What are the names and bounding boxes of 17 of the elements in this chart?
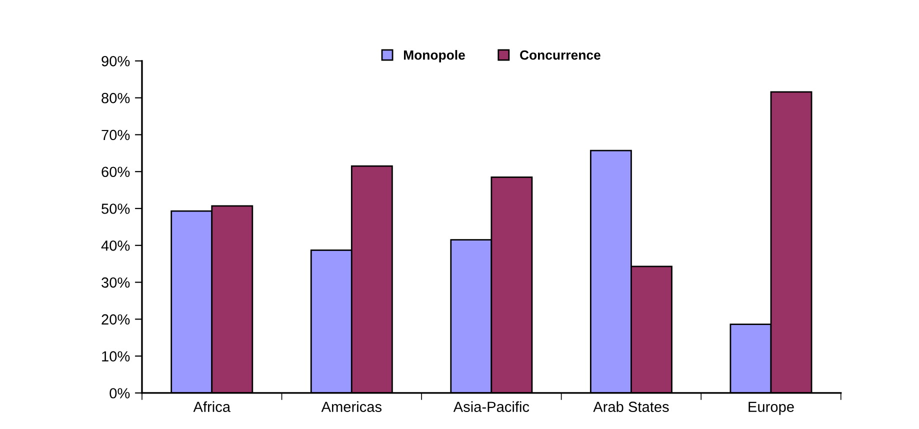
legend-label: Concurrence xyxy=(520,50,600,60)
x-tick-label: Arab States xyxy=(593,401,669,412)
y-tick-label: 60% xyxy=(102,166,130,178)
y-tick-label: 80% xyxy=(102,92,130,104)
y-tick-label: 70% xyxy=(102,130,130,140)
x-tick-label: Asia-Pacific xyxy=(453,401,530,412)
x-tick-label: Americas xyxy=(321,401,382,412)
legend-label: Monopole xyxy=(404,50,465,62)
y-tick-label: 0% xyxy=(110,388,130,398)
y-tick-label: 30% xyxy=(102,277,130,288)
x-tick-label: Europe xyxy=(748,402,794,415)
x-tick-label: Africa xyxy=(193,401,231,412)
y-tick-label: 90% xyxy=(102,56,130,66)
y-tick-label: 20% xyxy=(102,314,130,325)
y-tick-label: 10% xyxy=(102,351,130,362)
y-tick-label: 40% xyxy=(101,240,130,251)
y-tick-label: 50% xyxy=(102,204,130,214)
